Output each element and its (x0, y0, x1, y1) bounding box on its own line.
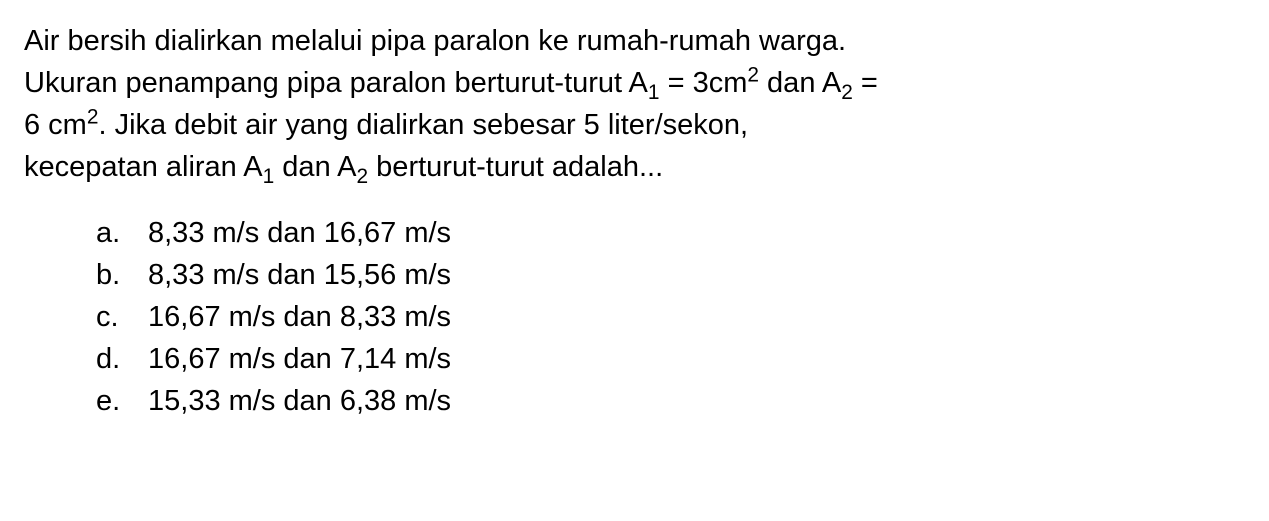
subscript: 2 (841, 81, 853, 104)
option-text: 8,33 m/s dan 15,56 m/s (148, 254, 451, 296)
option-e: e. 15,33 m/s dan 6,38 m/s (96, 380, 1245, 422)
superscript: 2 (87, 105, 99, 128)
option-letter: b. (96, 254, 148, 296)
question-text: Air bersih dialirkan melalui pipa paralo… (24, 20, 1245, 188)
option-letter: e. (96, 380, 148, 422)
question-line2-p1: Ukuran penampang pipa paralon berturut-t… (24, 67, 648, 99)
option-text: 16,67 m/s dan 8,33 m/s (148, 296, 451, 338)
option-text: 15,33 m/s dan 6,38 m/s (148, 380, 451, 422)
option-text: 8,33 m/s dan 16,67 m/s (148, 212, 451, 254)
question-line3-p2: . Jika debit air yang dialirkan sebesar … (98, 109, 748, 141)
question-line4-p2: dan A (274, 151, 356, 183)
subscript: 2 (357, 165, 369, 188)
options-list: a. 8,33 m/s dan 16,67 m/s b. 8,33 m/s da… (24, 212, 1245, 422)
subscript: 1 (648, 81, 660, 104)
option-a: a. 8,33 m/s dan 16,67 m/s (96, 212, 1245, 254)
option-text: 16,67 m/s dan 7,14 m/s (148, 338, 451, 380)
option-c: c. 16,67 m/s dan 8,33 m/s (96, 296, 1245, 338)
question-line3-p1: 6 cm (24, 109, 87, 141)
question-line2-p4: = (853, 67, 878, 99)
option-letter: c. (96, 296, 148, 338)
question-line2-p3: dan A (759, 67, 841, 99)
question-line4-p1: kecepatan aliran A (24, 151, 263, 183)
question-line2-p2: = 3cm (660, 67, 748, 99)
question-line1: Air bersih dialirkan melalui pipa paralo… (24, 25, 846, 57)
option-letter: d. (96, 338, 148, 380)
option-letter: a. (96, 212, 148, 254)
superscript: 2 (747, 63, 759, 86)
question-line4-p3: berturut-turut adalah... (368, 151, 663, 183)
option-d: d. 16,67 m/s dan 7,14 m/s (96, 338, 1245, 380)
subscript: 1 (263, 165, 275, 188)
option-b: b. 8,33 m/s dan 15,56 m/s (96, 254, 1245, 296)
